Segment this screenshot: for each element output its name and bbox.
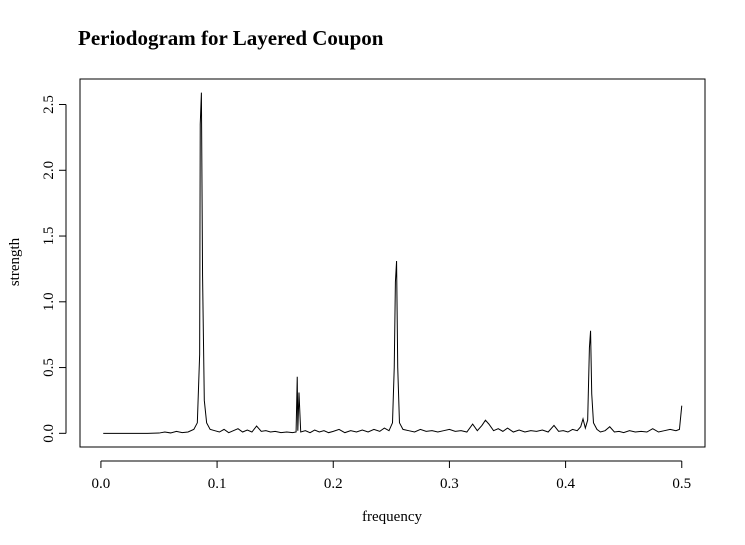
y-tick-label: 0.5: [41, 358, 57, 377]
y-tick-label: 1.5: [41, 227, 57, 246]
x-tick-label: 0.0: [92, 476, 111, 492]
series-line: [103, 92, 683, 434]
x-tick-label: 0.3: [440, 476, 459, 492]
y-axis-label: strength: [7, 237, 23, 286]
y-tick-label: 2.0: [41, 161, 57, 180]
x-tick-label: 0.4: [556, 476, 575, 492]
y-tick-label: 0.0: [41, 424, 57, 443]
x-tick-label: 0.5: [672, 476, 691, 492]
x-tick-label: 0.2: [324, 476, 343, 492]
x-tick-label: 0.1: [208, 476, 227, 492]
chart-title: Periodogram for Layered Coupon: [78, 26, 384, 50]
y-tick-label: 1.0: [41, 292, 57, 311]
y-tick-label: 2.5: [41, 95, 57, 114]
x-axis-label: frequency: [362, 509, 422, 525]
plot-box: [79, 78, 706, 448]
